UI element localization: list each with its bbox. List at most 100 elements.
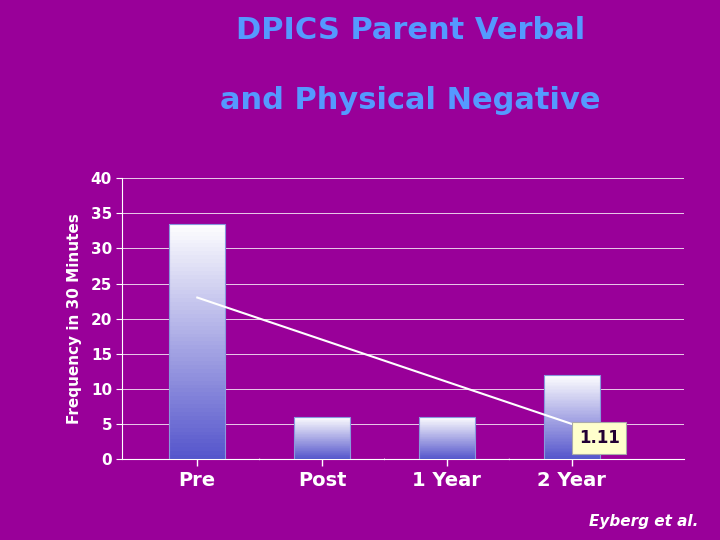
Bar [169, 388, 225, 393]
Bar [169, 306, 225, 310]
Bar [169, 298, 225, 302]
Bar [544, 401, 600, 403]
Bar [544, 445, 600, 447]
Bar [419, 455, 475, 456]
Bar [294, 458, 350, 459]
Bar [544, 380, 600, 382]
Bar [419, 449, 475, 450]
Bar [544, 422, 600, 424]
Bar [169, 451, 225, 455]
Bar [419, 452, 475, 453]
Bar [169, 346, 225, 349]
Bar [294, 431, 350, 433]
Bar [544, 431, 600, 433]
Bar [544, 407, 600, 408]
Bar [169, 232, 225, 235]
Bar [419, 450, 475, 451]
Bar [544, 421, 600, 422]
Bar [544, 427, 600, 428]
Bar [419, 431, 475, 433]
Bar [169, 396, 225, 400]
Bar [544, 384, 600, 386]
Bar [169, 294, 225, 298]
Bar [419, 446, 475, 447]
Bar [544, 400, 600, 401]
Bar [294, 423, 350, 424]
Bar [544, 420, 600, 421]
Bar [419, 457, 475, 458]
Bar [294, 445, 350, 446]
Bar [169, 334, 225, 338]
Bar [419, 445, 475, 446]
Bar [544, 410, 600, 411]
Bar [169, 349, 225, 353]
Bar [294, 437, 350, 438]
Bar [419, 440, 475, 441]
Bar [294, 422, 350, 423]
Bar [544, 396, 600, 397]
Bar [294, 417, 350, 418]
Bar [169, 271, 225, 275]
Bar [169, 443, 225, 447]
Bar [294, 424, 350, 426]
Bar [544, 390, 600, 391]
Bar [294, 427, 350, 428]
Bar [544, 449, 600, 450]
Bar [294, 440, 350, 441]
Bar [294, 421, 350, 422]
Bar [294, 417, 350, 459]
Bar [419, 456, 475, 457]
Bar [169, 428, 225, 431]
Bar [544, 433, 600, 434]
Text: Eyberg et al.: Eyberg et al. [589, 514, 698, 529]
Bar [544, 375, 600, 376]
Bar [169, 314, 225, 318]
Bar [419, 418, 475, 419]
Bar [419, 433, 475, 434]
Bar [544, 406, 600, 407]
Bar [544, 426, 600, 427]
Bar [419, 423, 475, 424]
Bar [419, 428, 475, 429]
Bar [419, 426, 475, 427]
Bar [169, 263, 225, 267]
Bar [294, 448, 350, 449]
Y-axis label: Frequency in 30 Minutes: Frequency in 30 Minutes [67, 213, 82, 424]
Bar [544, 424, 600, 426]
Bar [294, 446, 350, 447]
Bar [169, 393, 225, 396]
Bar [419, 437, 475, 438]
Bar [419, 451, 475, 452]
Bar [294, 428, 350, 429]
Bar [169, 455, 225, 459]
Bar [294, 426, 350, 427]
Bar [419, 430, 475, 431]
Bar [544, 403, 600, 404]
Bar [169, 447, 225, 451]
Bar [544, 443, 600, 445]
Bar [169, 275, 225, 279]
Bar [544, 428, 600, 429]
Bar [544, 440, 600, 441]
Bar [169, 228, 225, 232]
Bar [169, 381, 225, 384]
Bar [544, 382, 600, 383]
Bar [294, 452, 350, 453]
Bar [169, 440, 225, 443]
Bar [419, 448, 475, 449]
Bar [544, 386, 600, 387]
Bar [419, 453, 475, 454]
Bar [294, 438, 350, 440]
Bar [294, 442, 350, 443]
Bar [294, 457, 350, 458]
Bar [169, 255, 225, 259]
Bar [419, 443, 475, 444]
Bar [544, 413, 600, 414]
Bar [169, 322, 225, 326]
Bar [169, 361, 225, 365]
Bar [419, 436, 475, 437]
Bar [294, 456, 350, 457]
Bar [544, 438, 600, 440]
Bar [419, 422, 475, 423]
Bar [544, 379, 600, 380]
